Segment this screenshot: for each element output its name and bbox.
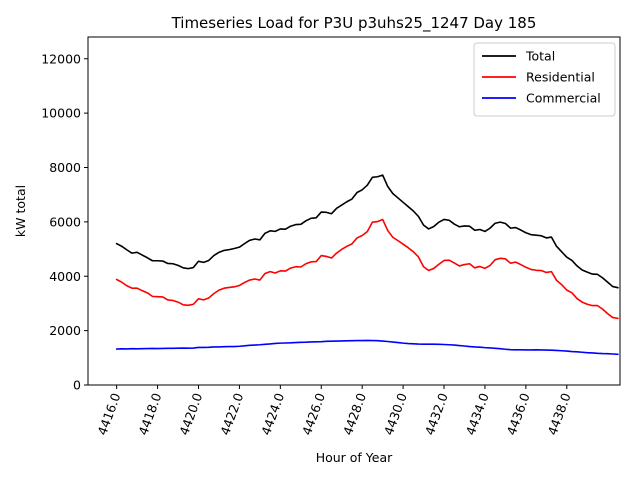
y-tick-label: 4000 bbox=[49, 269, 81, 284]
y-axis-ticks: 0 2000 4000 6000 8000 10000 12000 bbox=[41, 51, 88, 393]
y-tick-label: 8000 bbox=[49, 160, 81, 175]
y-tick-label: 6000 bbox=[49, 214, 81, 229]
chart-title: Timeseries Load for P3U p3uhs25_1247 Day… bbox=[171, 14, 537, 33]
y-tick-label: 10000 bbox=[41, 106, 81, 121]
y-axis-label: kW total bbox=[13, 185, 28, 237]
y-tick-label: 2000 bbox=[49, 323, 81, 338]
plot-frame bbox=[87, 36, 621, 386]
series-lines bbox=[115, 174, 619, 356]
series-line-residential bbox=[115, 218, 619, 320]
legend: Total Residential Commercial bbox=[473, 42, 616, 117]
x-axis-label: Hour of Year bbox=[316, 450, 393, 465]
legend-label-residential: Residential bbox=[526, 70, 595, 85]
legend-label-total: Total bbox=[525, 49, 555, 64]
legend-label-commercial: Commercial bbox=[526, 91, 601, 106]
series-line-total bbox=[115, 174, 619, 289]
y-tick-label: 12000 bbox=[41, 51, 81, 66]
y-tick-label: 0 bbox=[73, 378, 81, 393]
series-line-commercial bbox=[115, 339, 619, 356]
